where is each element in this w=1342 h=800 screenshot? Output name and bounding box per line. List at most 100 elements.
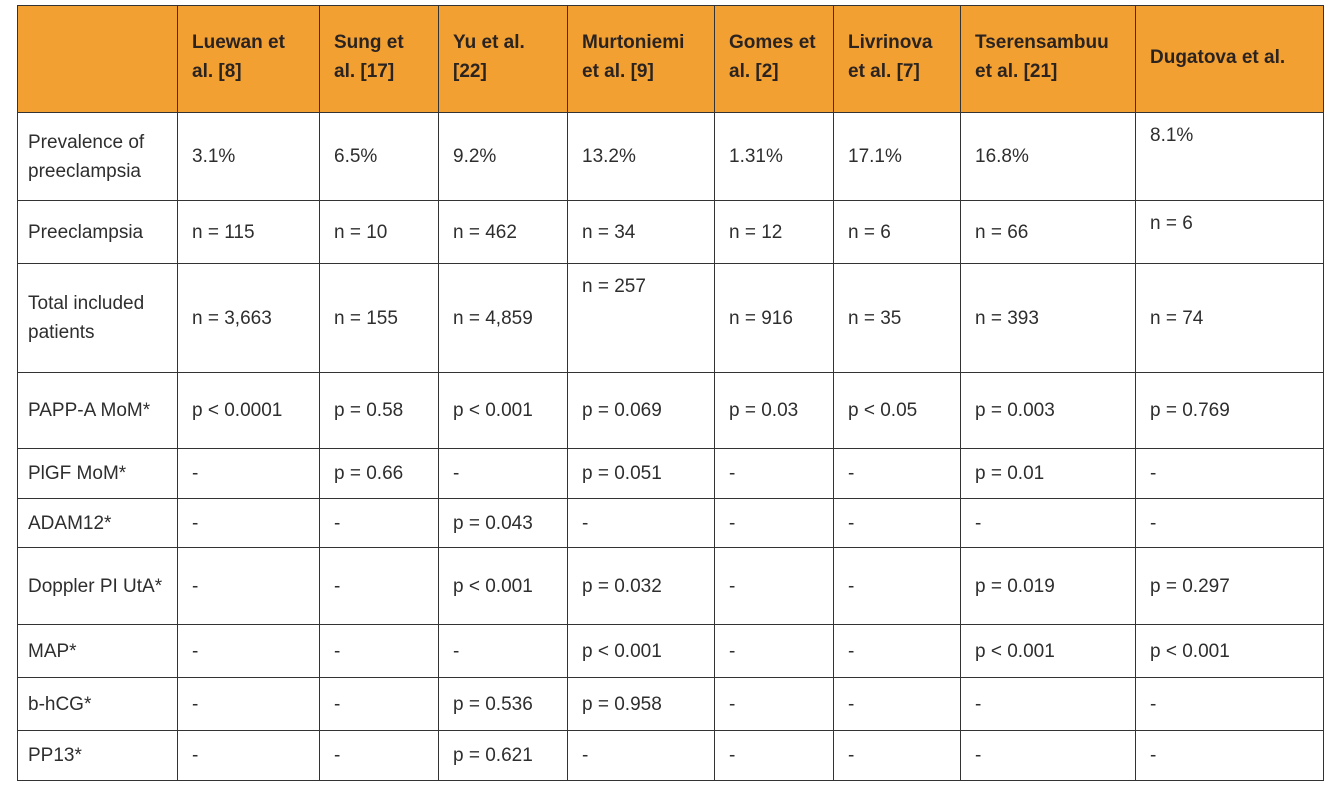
table-cell: n = 34 [567, 200, 715, 264]
table-cell: 8.1% [1135, 112, 1324, 201]
table-cell: - [319, 730, 439, 781]
row-label: Total included patients [17, 263, 178, 373]
table-cell: p = 0.03 [714, 372, 834, 449]
table-cell: 1.31% [714, 112, 834, 201]
table-cell: p = 0.536 [438, 677, 568, 731]
table-cell: - [714, 677, 834, 731]
row-label: Prevalence of preeclampsia [17, 112, 178, 201]
header-cell-tserensambuu: Tserensambuu et al. [21] [960, 5, 1136, 113]
table-cell: - [1135, 448, 1324, 499]
table-cell: - [714, 547, 834, 625]
table-row-plgf: PlGF MoM* - p = 0.66 - p = 0.051 - - p =… [17, 448, 1324, 499]
table-cell: - [319, 498, 439, 548]
table-cell: - [714, 624, 834, 678]
table-cell: p = 0.297 [1135, 547, 1324, 625]
table-cell: n = 66 [960, 200, 1136, 264]
table-cell: 3.1% [177, 112, 320, 201]
table-cell: - [960, 730, 1136, 781]
row-label: ADAM12* [17, 498, 178, 548]
table-cell: n = 115 [177, 200, 320, 264]
table-cell: - [714, 448, 834, 499]
table-cell: n = 74 [1135, 263, 1324, 373]
row-label: PAPP-A MoM* [17, 372, 178, 449]
table-cell: p = 0.01 [960, 448, 1136, 499]
table-cell: - [177, 448, 320, 499]
header-cell-blank [17, 5, 178, 113]
table-cell: n = 35 [833, 263, 961, 373]
table-cell: 16.8% [960, 112, 1136, 201]
header-cell-luewan: Luewan et al. [8] [177, 5, 320, 113]
table-cell: n = 393 [960, 263, 1136, 373]
table-cell: - [833, 730, 961, 781]
table-row-pp13: PP13* - - p = 0.621 - - - - - [17, 730, 1324, 781]
table-cell: n = 6 [833, 200, 961, 264]
table-cell: p = 0.769 [1135, 372, 1324, 449]
row-label: Preeclampsia [17, 200, 178, 264]
table-cell: p = 0.043 [438, 498, 568, 548]
table-row-pappa: PAPP-A MoM* p < 0.0001 p = 0.58 p < 0.00… [17, 372, 1324, 449]
table-cell: - [833, 547, 961, 625]
table-row-prevalence: Prevalence of preeclampsia 3.1% 6.5% 9.2… [17, 112, 1324, 201]
table-cell: - [833, 677, 961, 731]
table-cell: p = 0.069 [567, 372, 715, 449]
table-cell: n = 3,663 [177, 263, 320, 373]
header-cell-yu: Yu et al. [22] [438, 5, 568, 113]
table-cell: - [1135, 498, 1324, 548]
table-row-preeclampsia: Preeclampsia n = 115 n = 10 n = 462 n = … [17, 200, 1324, 264]
table-cell: n = 4,859 [438, 263, 568, 373]
row-label: MAP* [17, 624, 178, 678]
table-cell: - [833, 624, 961, 678]
table-cell: - [177, 498, 320, 548]
table-cell: n = 6 [1135, 200, 1324, 264]
table-cell: p = 0.051 [567, 448, 715, 499]
table-cell: p < 0.001 [438, 372, 568, 449]
table-cell: - [960, 498, 1136, 548]
table-cell: - [714, 730, 834, 781]
table-cell: p < 0.001 [960, 624, 1136, 678]
table-cell: - [714, 498, 834, 548]
table-cell: - [833, 448, 961, 499]
table-cell: - [177, 547, 320, 625]
table-cell: - [177, 624, 320, 678]
table-cell: - [177, 677, 320, 731]
table-cell: p < 0.001 [438, 547, 568, 625]
study-comparison-table-container: Luewan et al. [8] Sung et al. [17] Yu et… [17, 5, 1324, 781]
table-cell: 6.5% [319, 112, 439, 201]
table-cell: - [567, 730, 715, 781]
table-cell: p < 0.05 [833, 372, 961, 449]
table-cell: n = 12 [714, 200, 834, 264]
study-comparison-table: Luewan et al. [8] Sung et al. [17] Yu et… [17, 5, 1324, 781]
row-label: b-hCG* [17, 677, 178, 731]
table-cell: - [319, 547, 439, 625]
header-cell-livrinova: Livrinova et al. [7] [833, 5, 961, 113]
table-cell: - [319, 624, 439, 678]
table-cell: p = 0.58 [319, 372, 439, 449]
table-cell: p = 0.003 [960, 372, 1136, 449]
table-cell: n = 462 [438, 200, 568, 264]
table-cell: 13.2% [567, 112, 715, 201]
row-label: PP13* [17, 730, 178, 781]
table-cell: p = 0.958 [567, 677, 715, 731]
table-cell: - [319, 677, 439, 731]
table-cell: 9.2% [438, 112, 568, 201]
table-row-total-patients: Total included patients n = 3,663 n = 15… [17, 263, 1324, 373]
row-label: Doppler PI UtA* [17, 547, 178, 625]
table-cell: p < 0.0001 [177, 372, 320, 449]
table-cell: - [960, 677, 1136, 731]
table-cell: - [177, 730, 320, 781]
table-cell: p < 0.001 [1135, 624, 1324, 678]
table-row-map: MAP* - - - p < 0.001 - - p < 0.001 p < 0… [17, 624, 1324, 678]
header-cell-gomes: Gomes et al. [2] [714, 5, 834, 113]
table-cell: n = 10 [319, 200, 439, 264]
table-cell: p = 0.66 [319, 448, 439, 499]
table-cell: - [438, 448, 568, 499]
table-cell: n = 257 [567, 263, 715, 373]
table-cell: - [438, 624, 568, 678]
table-cell: p = 0.621 [438, 730, 568, 781]
table-cell: n = 916 [714, 263, 834, 373]
table-row-bhcg: b-hCG* - - p = 0.536 p = 0.958 - - - - [17, 677, 1324, 731]
table-cell: - [1135, 677, 1324, 731]
table-cell: p = 0.032 [567, 547, 715, 625]
table-row-doppler: Doppler PI UtA* - - p < 0.001 p = 0.032 … [17, 547, 1324, 625]
header-cell-murtoniemi: Murtoniemi et al. [9] [567, 5, 715, 113]
